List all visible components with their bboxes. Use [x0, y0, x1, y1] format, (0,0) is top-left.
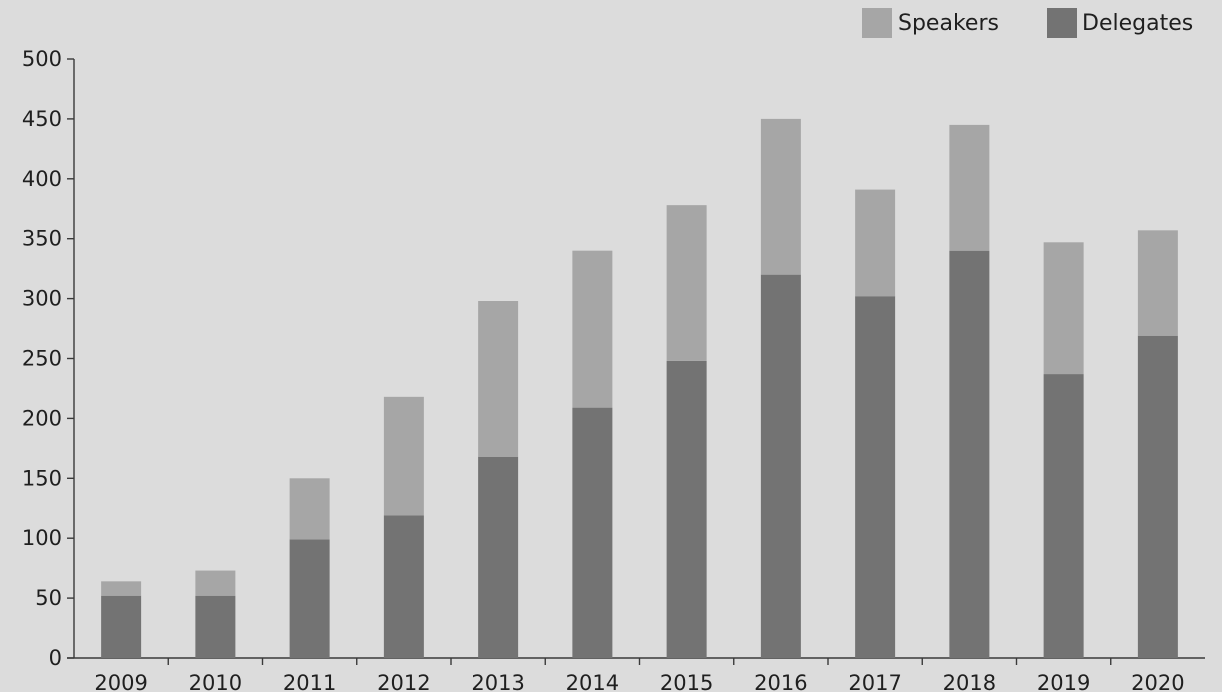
x-tick-label: 2016	[754, 671, 807, 692]
x-tick-label: 2013	[471, 671, 524, 692]
bar-speakers-2009	[101, 581, 142, 596]
y-tick-label: 150	[22, 466, 62, 490]
bar-speakers-2017	[855, 189, 896, 297]
y-tick-label: 300	[22, 287, 62, 311]
y-axis: 0 50 100 150 200 250 300 350 400 450 500	[22, 47, 75, 670]
legend-label-delegates: Delegates	[1082, 11, 1193, 36]
bar-delegates-2009	[101, 595, 142, 658]
legend: Speakers Delegates	[862, 8, 1193, 38]
bar-speakers-2015	[666, 205, 707, 361]
bar-speakers-2010	[195, 570, 236, 596]
y-tick-label: 100	[22, 526, 62, 550]
bar-speakers-2012	[383, 396, 424, 516]
legend-swatch-delegates	[1047, 8, 1077, 38]
x-tick-label: 2017	[848, 671, 901, 692]
x-tick-label: 2018	[943, 671, 996, 692]
y-tick-label: 400	[22, 167, 62, 191]
bars	[101, 118, 1178, 658]
x-tick-label: 2012	[377, 671, 430, 692]
x-tick-label: 2019	[1037, 671, 1090, 692]
y-tick-label: 350	[22, 227, 62, 251]
x-tick-label: 2009	[94, 671, 147, 692]
bar-delegates-2020	[1137, 335, 1178, 658]
y-tick-label: 450	[22, 107, 62, 131]
x-axis: 2009 2010 2011 2012 2013 2014 2015 2016 2017 2018…	[67, 657, 1205, 692]
bar-speakers-2013	[478, 300, 519, 457]
y-tick-label: 500	[22, 47, 62, 71]
bar-delegates-2012	[383, 515, 424, 658]
x-tick-label: 2015	[660, 671, 713, 692]
x-tick-label: 2010	[189, 671, 242, 692]
bar-delegates-2016	[760, 274, 801, 658]
bar-speakers-2011	[289, 478, 330, 540]
bar-delegates-2014	[572, 407, 613, 658]
y-tick-label: 200	[22, 406, 62, 430]
bar-speakers-2018	[949, 124, 990, 251]
y-tick-label: 50	[35, 586, 62, 610]
y-tick-label: 0	[49, 646, 62, 670]
legend-label-speakers: Speakers	[898, 11, 999, 36]
bar-delegates-2013	[478, 456, 519, 658]
x-tick-label: 2020	[1131, 671, 1184, 692]
y-tick-label: 250	[22, 347, 62, 371]
bar-speakers-2014	[572, 250, 613, 408]
bar-delegates-2019	[1043, 374, 1084, 658]
bar-delegates-2018	[949, 250, 990, 658]
bar-delegates-2010	[195, 595, 236, 658]
bar-speakers-2020	[1137, 230, 1178, 336]
x-tick-label: 2014	[566, 671, 619, 692]
bar-delegates-2017	[855, 296, 896, 658]
bar-delegates-2011	[289, 539, 330, 658]
bar-delegates-2015	[666, 360, 707, 658]
bar-speakers-2019	[1043, 242, 1084, 375]
legend-swatch-speakers	[862, 8, 892, 38]
bar-speakers-2016	[760, 118, 801, 275]
x-tick-label: 2011	[283, 671, 336, 692]
